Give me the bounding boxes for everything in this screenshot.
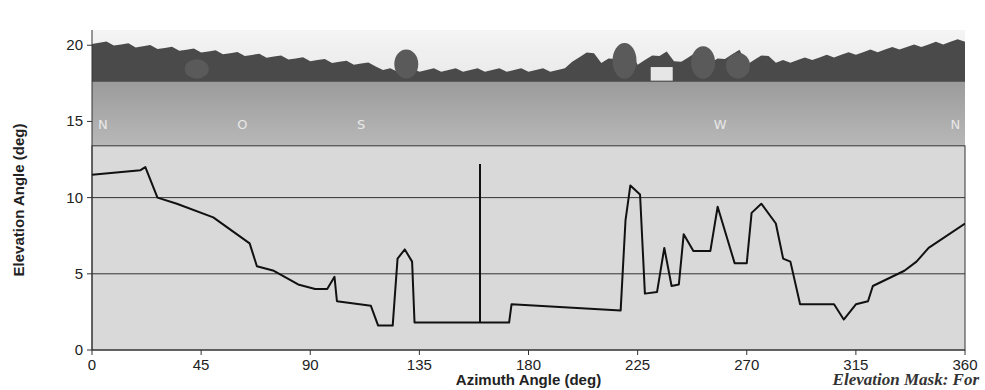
y-axis xyxy=(92,30,93,350)
x-tick-label: 90 xyxy=(302,356,319,373)
x-tick xyxy=(310,350,311,355)
compass-label: S xyxy=(357,117,365,132)
compass-label: N xyxy=(950,117,960,132)
x-tick xyxy=(419,350,420,355)
reference-line xyxy=(479,164,481,322)
x-tick-label: 45 xyxy=(193,356,210,373)
x-tick-label: 270 xyxy=(734,356,759,373)
y-tick xyxy=(87,197,92,198)
x-tick xyxy=(637,350,638,355)
tree xyxy=(185,59,209,78)
caption: Elevation Mask: For xyxy=(832,370,980,389)
sky xyxy=(92,30,965,146)
y-axis-title: Elevation Angle (deg) xyxy=(10,124,27,277)
x-tick xyxy=(965,350,966,355)
field xyxy=(92,79,965,146)
mask-panel xyxy=(92,146,965,350)
tree xyxy=(726,53,750,79)
y-tick-label: 10 xyxy=(66,189,83,206)
x-axis-title: Azimuth Angle (deg) xyxy=(456,371,601,388)
treeline xyxy=(92,39,965,81)
x-tick xyxy=(201,350,202,355)
panorama xyxy=(92,30,965,146)
x-tick xyxy=(92,350,93,355)
plot-data xyxy=(92,164,965,326)
grid-line xyxy=(92,273,965,274)
x-tick xyxy=(855,350,856,355)
x-tick-label: 225 xyxy=(625,356,650,373)
mask-line xyxy=(92,167,965,325)
y-tick xyxy=(87,121,92,122)
building xyxy=(651,67,673,81)
y-tick-label: 5 xyxy=(75,265,83,282)
y-tick xyxy=(87,350,92,351)
y-tick xyxy=(87,45,92,46)
tree xyxy=(613,43,637,79)
tree xyxy=(394,49,418,78)
grid-line xyxy=(92,197,965,198)
chart: NOSWN0510152004590135180225270315360Elev… xyxy=(0,0,985,390)
tree xyxy=(691,46,715,78)
y-tick-label: 0 xyxy=(75,341,83,358)
x-tick xyxy=(746,350,747,355)
compass-label: N xyxy=(98,117,108,132)
x-tick-label: 0 xyxy=(88,356,96,373)
compass-label: O xyxy=(237,117,247,132)
compass-label: W xyxy=(714,117,727,132)
x-tick xyxy=(528,350,529,355)
x-tick-label: 135 xyxy=(407,356,432,373)
y-tick xyxy=(87,273,92,274)
y-tick-label: 15 xyxy=(66,112,83,129)
y-tick-label: 20 xyxy=(66,36,83,53)
